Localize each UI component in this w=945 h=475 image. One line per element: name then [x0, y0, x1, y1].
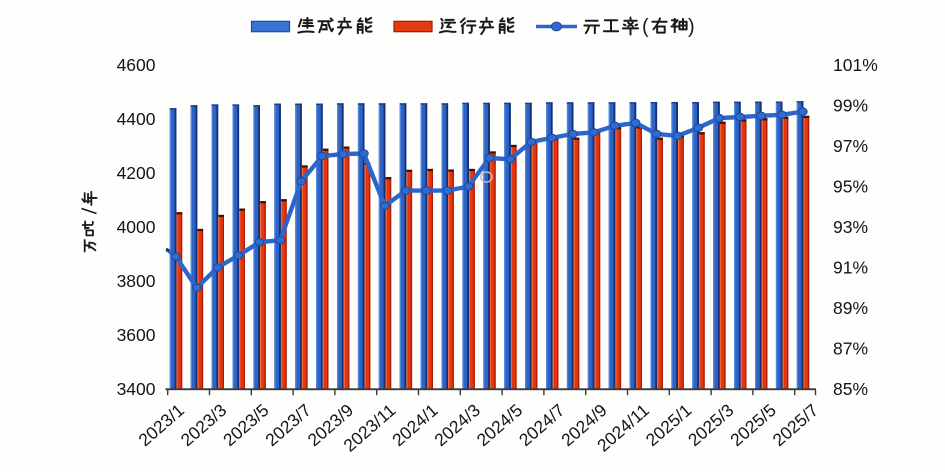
- svg-text:4600: 4600: [117, 55, 156, 75]
- svg-text:4200: 4200: [117, 163, 156, 183]
- svg-text:99%: 99%: [833, 96, 868, 116]
- svg-text:97%: 97%: [833, 136, 868, 156]
- svg-text:3400: 3400: [117, 379, 156, 399]
- svg-text:101%: 101%: [833, 55, 878, 75]
- svg-text:(: (: [642, 16, 649, 38]
- svg-text:4400: 4400: [117, 109, 156, 129]
- svg-text:93%: 93%: [833, 217, 868, 237]
- svg-text:3800: 3800: [117, 271, 156, 291]
- svg-text:91%: 91%: [833, 258, 868, 278]
- svg-text:): ): [688, 16, 695, 38]
- svg-text:85%: 85%: [833, 379, 868, 399]
- svg-text:87%: 87%: [833, 339, 868, 359]
- svg-text:3600: 3600: [117, 325, 156, 345]
- svg-text:89%: 89%: [833, 298, 868, 318]
- svg-text:4000: 4000: [117, 217, 156, 237]
- svg-text:95%: 95%: [833, 177, 868, 197]
